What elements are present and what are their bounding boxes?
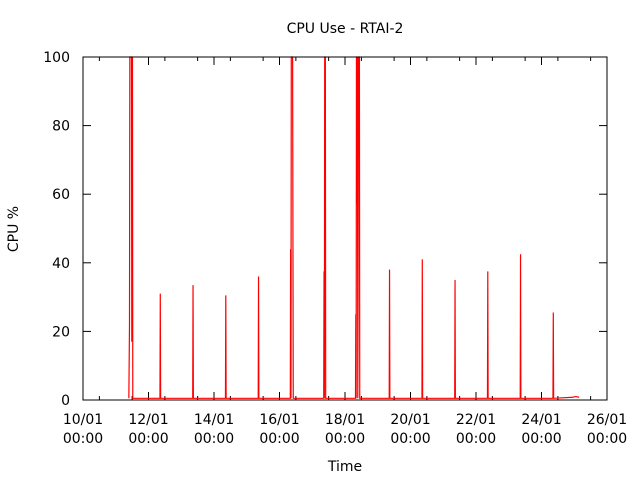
x-axis-label: Time bbox=[327, 459, 362, 475]
y-tick-label: 40 bbox=[52, 256, 70, 272]
y-tick-label: 20 bbox=[52, 324, 70, 340]
y-axis-label: CPU % bbox=[6, 206, 22, 252]
plot-area-frame bbox=[82, 56, 608, 401]
x-tick-label-time: 00:00 bbox=[390, 431, 430, 447]
y-tick-label: 80 bbox=[52, 119, 70, 135]
y-tick-label: 0 bbox=[61, 393, 70, 409]
y-tick-label: 60 bbox=[52, 187, 70, 203]
x-tick-label-date: 16/01 bbox=[259, 412, 299, 428]
x-tick-label-date: 12/01 bbox=[128, 412, 168, 428]
x-tick-label-time: 00:00 bbox=[128, 431, 168, 447]
x-tick-label-time: 00:00 bbox=[325, 431, 365, 447]
cpu-series-line bbox=[128, 56, 580, 399]
x-tick-label-date: 18/01 bbox=[325, 412, 365, 428]
x-tick-label-date: 20/01 bbox=[390, 412, 430, 428]
x-tick-label-time: 00:00 bbox=[194, 431, 234, 447]
x-tick-label-time: 00:00 bbox=[587, 431, 627, 447]
x-tick-label-date: 24/01 bbox=[521, 412, 561, 428]
x-tick-label-date: 10/01 bbox=[63, 412, 103, 428]
x-tick-label-time: 00:00 bbox=[63, 431, 103, 447]
x-tick-label-date: 26/01 bbox=[587, 412, 627, 428]
x-tick-label-date: 14/01 bbox=[194, 412, 234, 428]
y-tick-label: 100 bbox=[43, 50, 70, 66]
chart-title: CPU Use - RTAI-2 bbox=[287, 21, 404, 37]
x-tick-label-time: 00:00 bbox=[456, 431, 496, 447]
x-tick-label-time: 00:00 bbox=[259, 431, 299, 447]
tick-layer: 0 20 40 60 80 100 10/01 00:00 12/01 00:00 14/01 00:… bbox=[43, 50, 627, 447]
x-tick-label-date: 22/01 bbox=[456, 412, 496, 428]
x-tick-label-time: 00:00 bbox=[521, 431, 561, 447]
series-layer bbox=[128, 56, 580, 399]
